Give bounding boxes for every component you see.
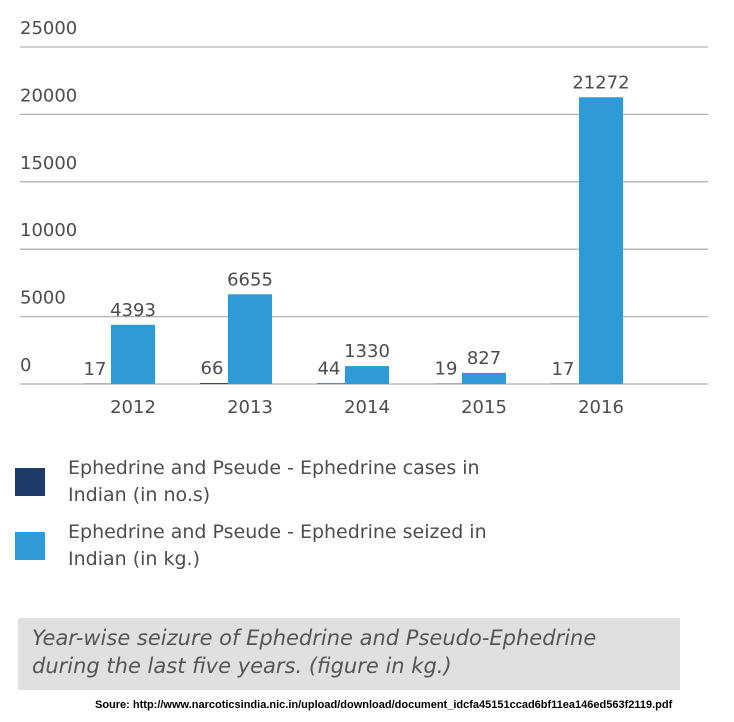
x-tick-label: 2012 [110,397,156,418]
x-tick-label: 2015 [461,397,507,418]
legend-label: Ephedrine and Pseude - Ephedrine cases i… [68,457,480,506]
bar [317,383,362,384]
legend-item: Ephedrine and Pseude - Ephedrine cases i… [15,455,575,509]
data-label: 827 [467,348,501,369]
data-label: 4393 [110,300,156,321]
bar [579,97,623,384]
y-tick-label: 25000 [20,18,77,39]
legend-label: Ephedrine and Pseude - Ephedrine seized … [68,521,487,570]
data-label: 1330 [344,341,390,362]
y-tick-label: 5000 [20,288,66,309]
data-label: 44 [318,358,341,379]
data-label: 17 [84,359,107,380]
data-label: 19 [435,359,458,380]
caption: Year-wise seizure of Ephedrine and Pseud… [18,618,680,690]
y-tick-label: 10000 [20,220,77,241]
data-label: 6655 [227,269,273,290]
chart: 0500010000150002000025000201217439320136… [20,18,708,418]
x-tick-label: 2014 [344,397,390,418]
y-tick-label: 15000 [20,153,77,174]
x-tick-label: 2016 [578,397,624,418]
data-label: 17 [552,359,575,380]
bar [200,383,245,384]
legend-swatch [15,532,45,560]
bar [111,324,155,384]
data-label: 21272 [572,72,629,93]
bar [228,294,272,384]
y-tick-label: 20000 [20,85,77,106]
y-tick-label: 0 [20,355,31,376]
data-label: 66 [201,358,224,379]
bar [462,372,506,384]
bar [345,366,389,384]
legend-swatch [15,468,45,496]
x-tick-label: 2013 [227,397,273,418]
legend-item: Ephedrine and Pseude - Ephedrine seized … [15,519,575,573]
source: Soure: http://www.narcoticsindia.nic.in/… [95,699,673,711]
